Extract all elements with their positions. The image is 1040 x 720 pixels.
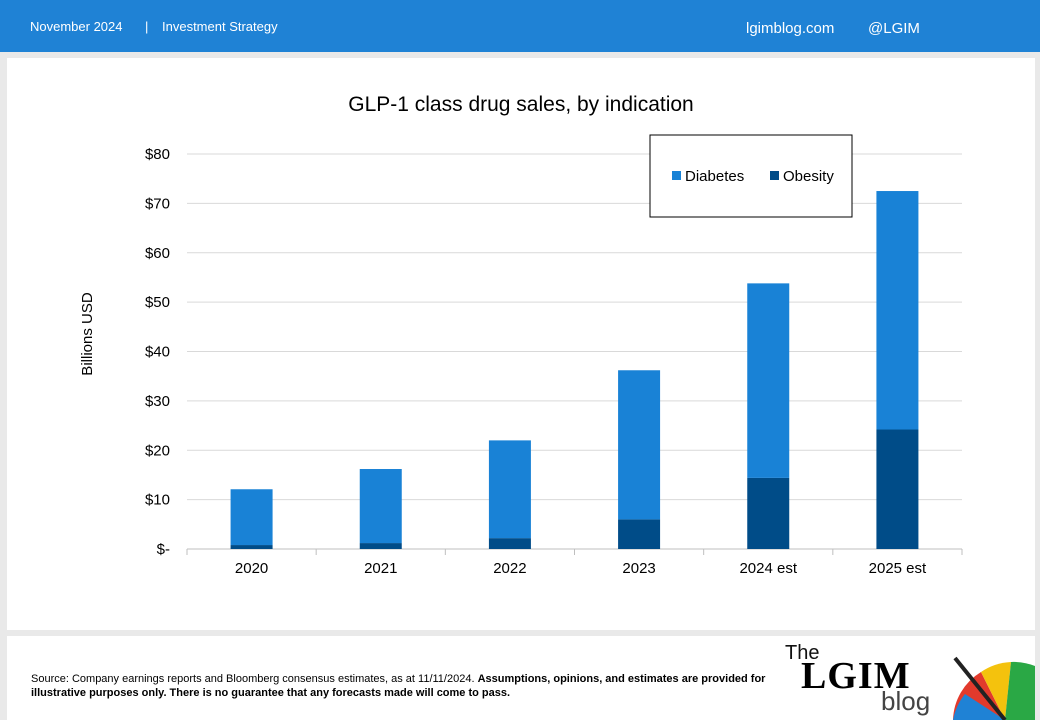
bar-diabetes xyxy=(618,370,661,520)
bar-diabetes xyxy=(876,191,919,430)
x-tick-label: 2023 xyxy=(622,560,655,577)
x-tick-label: 2024 est xyxy=(739,560,797,577)
y-tick-label: $20 xyxy=(145,442,170,459)
y-axis-label: Billions USD xyxy=(79,292,96,376)
bar-obesity xyxy=(876,429,919,549)
source-text: Source: Company earnings reports and Blo… xyxy=(31,673,478,685)
bar-obesity xyxy=(230,545,273,549)
y-tick-label: $30 xyxy=(145,393,170,410)
x-tick-label: 2025 est xyxy=(869,560,927,577)
header-site-link[interactable]: lgimblog.com xyxy=(746,20,835,37)
logo-the: The xyxy=(785,642,820,664)
x-tick-label: 2021 xyxy=(364,560,397,577)
lgim-blog-logo: The LGIM blog xyxy=(777,636,1035,720)
header-separator: | xyxy=(145,19,149,34)
legend-swatch-diabetes xyxy=(672,171,681,180)
bar-diabetes xyxy=(359,469,402,544)
header-date: November 2024 xyxy=(30,19,123,34)
legend-box xyxy=(649,134,853,218)
y-tick-label: $60 xyxy=(145,245,170,262)
bar-obesity xyxy=(618,519,661,549)
bar-obesity xyxy=(488,538,531,549)
x-tick-label: 2022 xyxy=(493,560,526,577)
umbrella-icon xyxy=(953,656,1035,720)
y-tick-label: $80 xyxy=(145,146,170,163)
y-tick-label: $50 xyxy=(145,294,170,311)
bar-diabetes xyxy=(230,489,273,546)
y-tick-label: $10 xyxy=(145,492,170,509)
y-tick-label: $- xyxy=(157,541,170,558)
header-social-handle[interactable]: @LGIM xyxy=(868,20,920,37)
bar-obesity xyxy=(359,543,402,549)
footer: Source: Company earnings reports and Blo… xyxy=(7,636,1035,720)
chart-panel: GLP-1 class drug sales, by indication Bil… xyxy=(7,58,1035,630)
y-tick-label: $70 xyxy=(145,195,170,212)
source-note: Source: Company earnings reports and Blo… xyxy=(31,672,776,700)
y-tick-label: $40 xyxy=(145,344,170,361)
header-bar: November 2024 | Investment Strategy lgim… xyxy=(0,0,1040,52)
bar-obesity xyxy=(747,477,790,549)
logo-lgim: LGIM xyxy=(801,655,911,697)
x-tick-label: 2020 xyxy=(235,560,268,577)
legend-label-diabetes: Diabetes xyxy=(685,168,744,185)
disclaimer-text: Assumptions, opinions, and estimates are… xyxy=(31,673,766,699)
legend-swatch-obesity xyxy=(770,171,779,180)
bar-diabetes xyxy=(747,283,790,478)
chart-title: GLP-1 class drug sales, by indication xyxy=(348,93,694,116)
stacked-bar-chart: GLP-1 class drug sales, by indication Bil… xyxy=(79,93,963,577)
logo-blog: blog xyxy=(881,686,931,716)
header-section: Investment Strategy xyxy=(162,19,278,34)
legend-label-obesity: Obesity xyxy=(783,168,834,185)
bar-diabetes xyxy=(488,440,531,539)
